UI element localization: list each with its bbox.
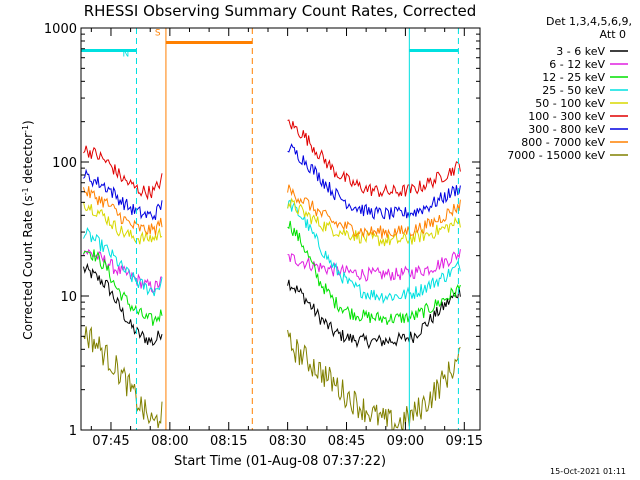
series-7-segment-0 [83,186,163,236]
series-1-segment-0 [83,248,163,294]
x-tick-label: 09:15 [446,434,483,449]
series-1-segment-1 [287,249,461,282]
x-tick-label: 09:00 [387,434,424,449]
y-axis-label-mid: detector [21,133,35,188]
y-tick-label: 1 [69,424,77,439]
x-axis-label: Start Time (01-Aug-08 07:37:22) [174,454,386,469]
flag-label-SAA-2: S [155,28,161,38]
x-tick-label: 08:30 [269,434,306,449]
y-axis-label-sup2: -1 [21,125,30,133]
legend-label-8: 7000 - 15000 keV [507,149,605,162]
series-6-segment-1 [287,143,461,221]
timestamp: 15-Oct-2021 01:11 [550,467,626,476]
legend-label-1: 6 - 12 keV [549,58,605,71]
x-tick-label: 07:45 [92,434,129,449]
x-tick-label: 08:15 [210,434,247,449]
series-4-segment-0 [83,201,163,245]
series-7-segment-1 [287,184,461,239]
legend-label-5: 100 - 300 keV [528,110,605,123]
y-axis-label: Corrected Count Rate (s-1 detector-1) [21,120,36,339]
series-0-segment-0 [83,262,163,346]
chart-title: RHESSI Observing Summary Count Rates, Co… [84,2,477,20]
y-tick-label: 100 [52,156,77,171]
y-axis-label-sup1: -1 [21,187,30,195]
series-0-segment-1 [287,279,461,350]
series-2-segment-0 [83,249,163,326]
legend-label-4: 50 - 100 keV [535,97,605,110]
legend-label-0: 3 - 6 keV [556,45,605,58]
series-2-segment-1 [287,220,461,325]
series-5-segment-1 [287,119,461,198]
series-8-segment-1 [287,329,461,430]
axes: 1 10 100 1000 07:45 08:00 08:15 08:30 08:45 09:00… [44,22,483,449]
y-tick-label: 10 [60,290,77,305]
series-5-segment-0 [83,145,163,201]
plot-frame [80,27,481,431]
y-tick-label: 1000 [44,22,77,37]
x-tick-label: 08:00 [151,434,188,449]
series-4-segment-1 [287,197,461,247]
detectors-label: Det 1,3,4,5,6,9, [546,15,632,28]
y-axis-label-main: Corrected Count Rate (s [21,195,35,339]
series-3-segment-0 [83,226,163,297]
legend-label-2: 12 - 25 keV [542,71,605,84]
legend-label-3: 25 - 50 keV [542,84,605,97]
y-axis-label-end: ) [21,120,35,125]
series-3-segment-1 [287,199,461,305]
series-8-segment-0 [83,326,163,429]
x-tick-label: 08:45 [328,434,365,449]
attenuator-label: Att 0 [600,28,626,41]
flag-label-night-0: N [122,49,129,59]
series-6-segment-0 [83,168,163,221]
legend-label-6: 300 - 800 keV [528,123,605,136]
plot-area: NNS [81,28,461,430]
legend-label-7: 800 - 7000 keV [521,136,605,149]
